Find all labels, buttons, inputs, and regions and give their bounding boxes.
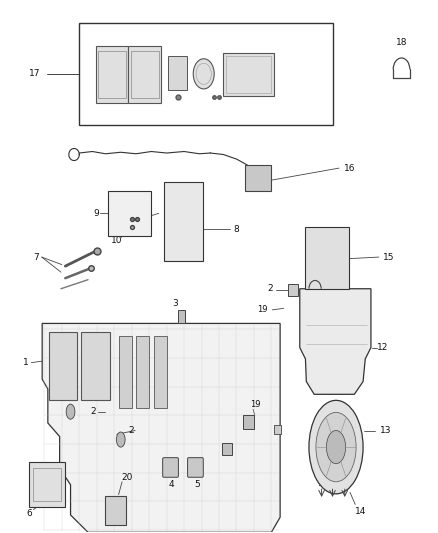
- Bar: [136, 336, 149, 408]
- Circle shape: [66, 404, 75, 419]
- Bar: [32, 468, 61, 502]
- Circle shape: [309, 400, 363, 494]
- Text: 18: 18: [396, 38, 407, 47]
- Bar: [226, 56, 272, 93]
- Bar: [108, 191, 151, 236]
- Ellipse shape: [193, 59, 214, 89]
- Text: 6: 6: [26, 509, 32, 518]
- Text: 15: 15: [383, 253, 394, 262]
- Bar: [119, 336, 132, 408]
- Bar: [223, 443, 232, 455]
- Bar: [164, 182, 203, 261]
- Bar: [245, 165, 271, 191]
- Bar: [243, 415, 254, 429]
- Circle shape: [316, 413, 356, 482]
- Text: 3: 3: [173, 300, 178, 308]
- Bar: [274, 425, 281, 434]
- Text: 11: 11: [163, 206, 174, 215]
- Bar: [153, 336, 166, 408]
- Text: 2: 2: [128, 426, 134, 435]
- Text: 8: 8: [233, 225, 239, 233]
- Bar: [49, 333, 77, 400]
- Text: 13: 13: [380, 426, 392, 435]
- Polygon shape: [300, 289, 371, 394]
- Text: 17: 17: [29, 69, 40, 78]
- Bar: [98, 51, 126, 99]
- Text: 2: 2: [90, 407, 96, 416]
- Text: 20: 20: [122, 473, 133, 482]
- Text: 19: 19: [250, 400, 261, 409]
- Text: 10: 10: [111, 236, 122, 245]
- Bar: [288, 284, 297, 296]
- Bar: [131, 51, 159, 99]
- Text: 5: 5: [194, 480, 200, 489]
- Text: 14: 14: [355, 507, 367, 516]
- Polygon shape: [42, 324, 280, 532]
- Bar: [223, 53, 274, 96]
- Bar: [29, 462, 65, 507]
- Text: 2: 2: [268, 284, 273, 293]
- Text: 16: 16: [344, 164, 356, 173]
- FancyBboxPatch shape: [162, 458, 178, 477]
- Bar: [79, 23, 332, 125]
- Text: 19: 19: [258, 305, 268, 314]
- FancyBboxPatch shape: [187, 458, 203, 477]
- Bar: [177, 310, 185, 324]
- Bar: [105, 496, 126, 525]
- Text: 1: 1: [23, 358, 29, 367]
- Bar: [128, 46, 161, 103]
- Text: 12: 12: [377, 343, 389, 352]
- Text: 4: 4: [169, 480, 175, 489]
- Text: 9: 9: [93, 209, 99, 218]
- Bar: [81, 333, 110, 400]
- Circle shape: [117, 432, 125, 447]
- Circle shape: [326, 431, 346, 464]
- Bar: [95, 46, 128, 103]
- Bar: [305, 227, 349, 289]
- Bar: [168, 56, 187, 90]
- Text: 7: 7: [34, 253, 39, 262]
